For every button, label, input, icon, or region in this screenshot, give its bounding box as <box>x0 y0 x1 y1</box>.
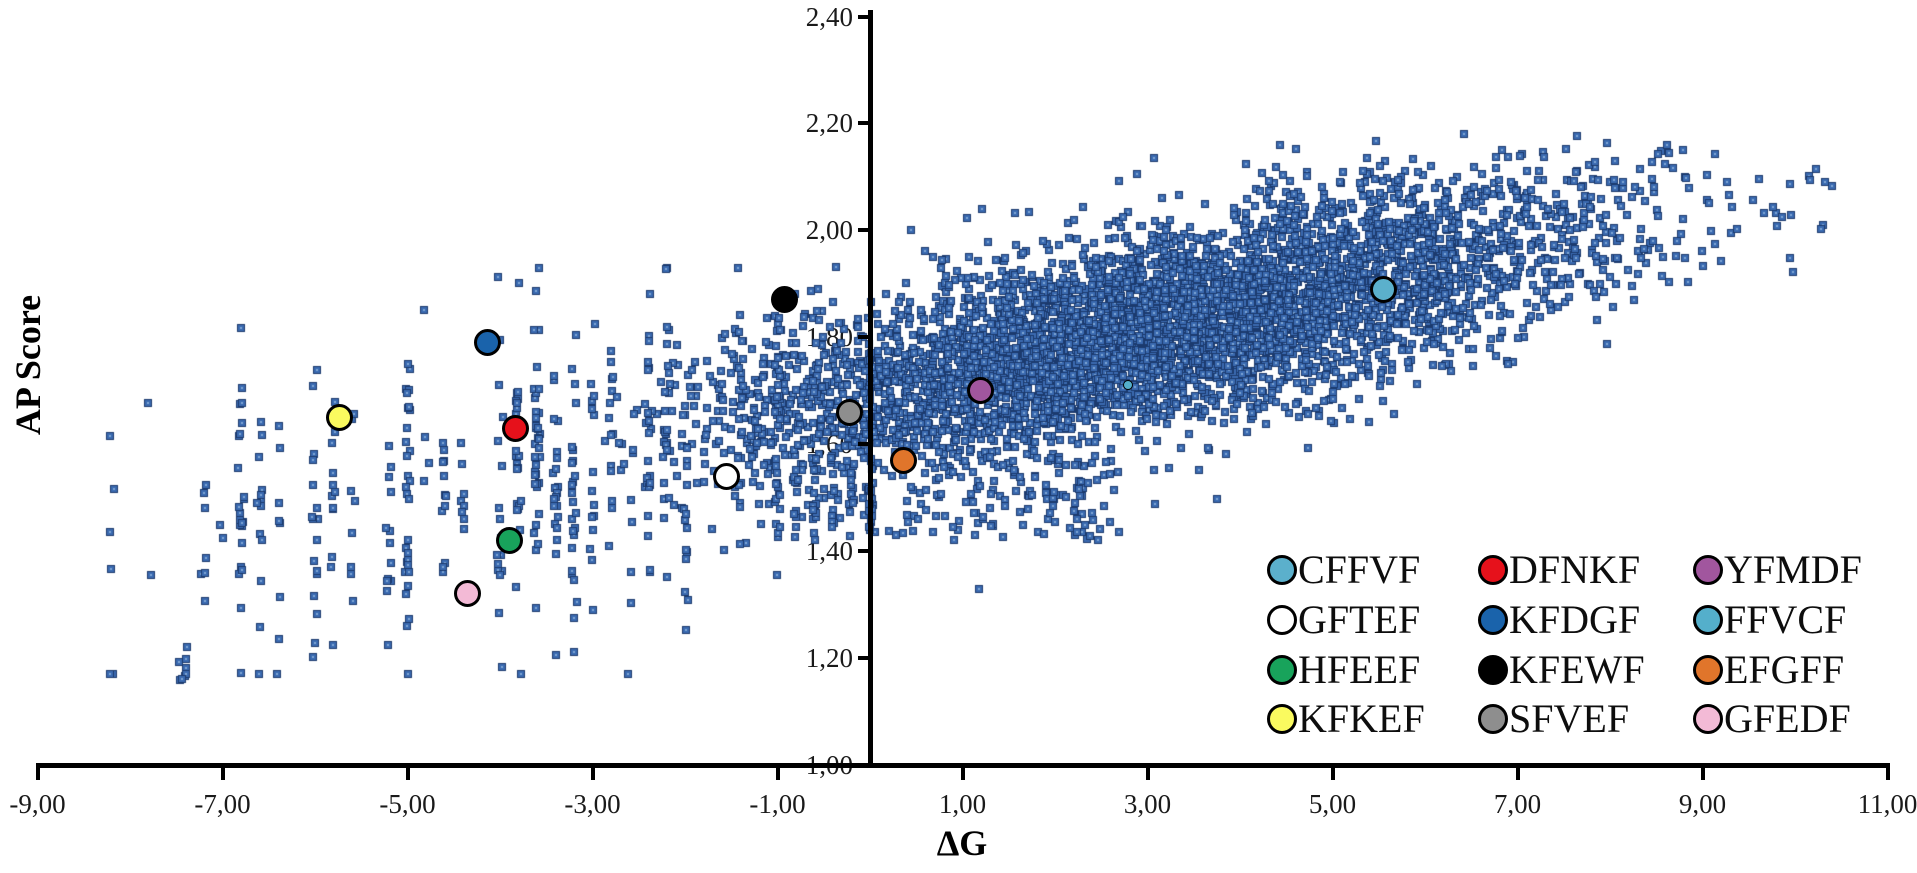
x-tick <box>1885 768 1890 780</box>
legend-marker-gfedf <box>1693 704 1723 734</box>
legend-label-dfnkf: DFNKF <box>1509 547 1641 592</box>
legend-marker-efgff <box>1693 655 1723 685</box>
y-tick <box>858 335 870 340</box>
y-tick <box>858 121 870 126</box>
legend-marker-dfnkf <box>1478 555 1508 585</box>
highlight-point-kfewf <box>771 286 799 314</box>
legend-label-yfmdf: YFMDF <box>1724 547 1862 592</box>
highlight-point-sfvef <box>836 398 864 426</box>
legend-item-hfeef: HFEEF <box>1267 648 1420 692</box>
legend-marker-kfdgf <box>1478 605 1508 635</box>
y-tick <box>858 228 870 233</box>
x-axis-line <box>36 763 1890 768</box>
highlight-point-kfkef <box>326 404 354 431</box>
highlight-point-hfeef <box>495 526 523 554</box>
legend-label-kfewf: KFEWF <box>1509 647 1645 692</box>
highlight-point-kfdgf <box>474 329 502 357</box>
legend-item-gfedf: GFEDF <box>1693 697 1851 741</box>
legend-item-gftef: GFTEF <box>1267 598 1420 642</box>
x-tick <box>35 768 40 780</box>
legend-item-kfdgf: KFDGF <box>1478 598 1640 642</box>
legend-item-cffvf: CFFVF <box>1267 548 1420 592</box>
x-tick <box>590 768 595 780</box>
x-tick <box>405 768 410 780</box>
x-tick <box>775 768 780 780</box>
legend-label-sfvef: SFVEF <box>1509 696 1630 741</box>
legend-label-kfkef: KFKEF <box>1298 696 1425 741</box>
highlight-point-efgff <box>889 446 917 474</box>
legend-marker-gftef <box>1267 605 1297 635</box>
x-tick <box>960 768 965 780</box>
legend-marker-kfkef <box>1267 704 1297 734</box>
legend-label-ffvcf: FFVCF <box>1724 597 1847 642</box>
legend-item-kfkef: KFKEF <box>1267 697 1425 741</box>
legend-marker-cffvf <box>1267 555 1297 585</box>
legend-item-sfvef: SFVEF <box>1478 697 1629 741</box>
y-tick <box>858 442 870 447</box>
x-tick <box>1515 768 1520 780</box>
y-tick <box>858 656 870 661</box>
x-tick <box>220 768 225 780</box>
x-tick <box>1700 768 1705 780</box>
legend-item-kfewf: KFEWF <box>1478 648 1645 692</box>
legend-label-kfdgf: KFDGF <box>1509 597 1641 642</box>
x-tick <box>1145 768 1150 780</box>
legend-label-hfeef: HFEEF <box>1298 647 1421 692</box>
legend-marker-yfmdf <box>1693 555 1723 585</box>
highlight-point-ffvcf <box>1123 380 1134 391</box>
highlight-point-cffvf <box>1369 275 1397 303</box>
legend-marker-kfewf <box>1478 655 1508 685</box>
highlight-point-gftef <box>713 462 741 490</box>
highlight-point-dfnkf <box>502 414 530 442</box>
legend-item-efgff: EFGFF <box>1693 648 1844 692</box>
y-tick <box>858 549 870 554</box>
legend-label-cffvf: CFFVF <box>1298 547 1421 592</box>
legend-marker-sfvef <box>1478 704 1508 734</box>
y-axis-line <box>868 10 873 768</box>
legend-marker-hfeef <box>1267 655 1297 685</box>
legend-item-ffvcf: FFVCF <box>1693 598 1846 642</box>
x-tick <box>1330 768 1335 780</box>
y-tick <box>858 14 870 19</box>
legend-marker-ffvcf <box>1693 605 1723 635</box>
highlight-point-yfmdf <box>966 377 994 405</box>
legend-label-gfedf: GFEDF <box>1724 696 1851 741</box>
legend-item-yfmdf: YFMDF <box>1693 548 1862 592</box>
legend-item-dfnkf: DFNKF <box>1478 548 1640 592</box>
legend-label-gftef: GFTEF <box>1298 597 1421 642</box>
highlight-point-gfedf <box>454 580 482 608</box>
legend-label-efgff: EFGFF <box>1724 647 1845 692</box>
